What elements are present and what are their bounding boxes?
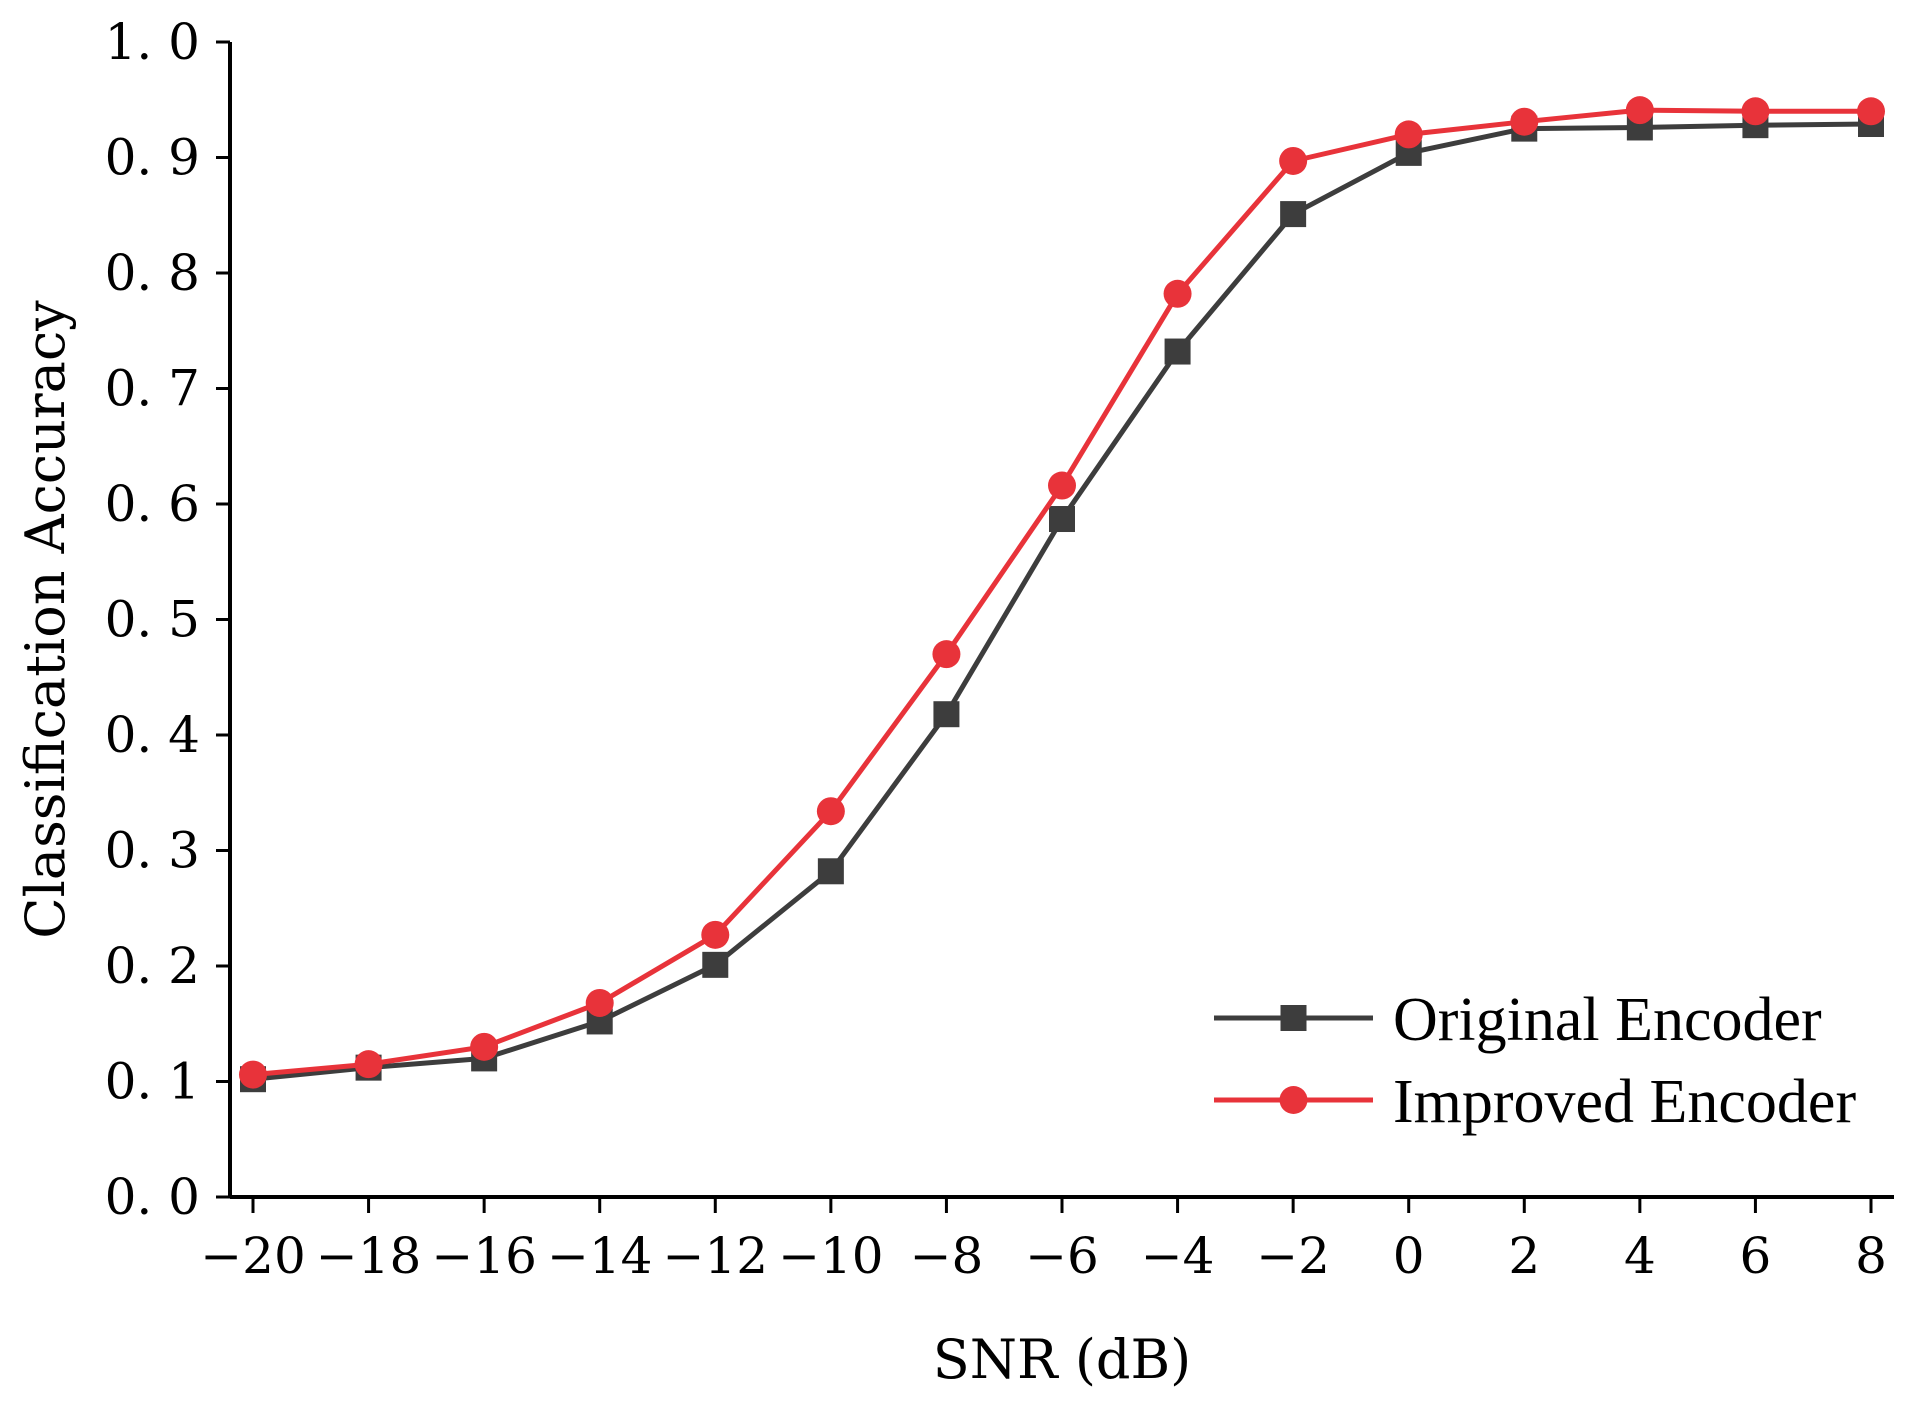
x-axis-ticks: −20 −18 −16 −14 −12 −10 −8 −6 −4 −2 0 2 4 6 8	[200, 1197, 1887, 1285]
data-point-improved-encoder	[816, 797, 845, 826]
y-tick-label: 0. 9	[105, 129, 200, 187]
x-tick-label: −6	[1025, 1227, 1099, 1285]
y-tick-label: 0. 2	[105, 937, 200, 995]
y-axis-ticks: 0. 0 0. 1 0. 2 0. 3 0. 4 0. 5 0. 6 0. 7 0. 8 0. 9…	[105, 13, 230, 1226]
y-tick-label: 0. 4	[105, 706, 200, 764]
legend-label-improved-encoder: Improved Encoder	[1393, 1068, 1856, 1136]
legend-label-original-encoder: Original Encoder	[1393, 986, 1822, 1054]
legend-item-improved-encoder: Improved Encoder	[1214, 1068, 1856, 1136]
data-point-improved-encoder	[1741, 97, 1770, 126]
x-tick-label: −4	[1141, 1227, 1215, 1285]
y-tick-label: 0. 6	[105, 475, 200, 533]
y-tick-label: 0. 7	[105, 360, 200, 418]
y-axis-title: Classification Accuracy	[14, 300, 77, 939]
data-point-improved-encoder	[1857, 97, 1885, 126]
legend-item-original-encoder: Original Encoder	[1214, 986, 1822, 1054]
data-point-original-encoder	[933, 701, 960, 728]
y-tick-label: 0. 5	[105, 591, 200, 649]
legend-marker-original-encoder	[1280, 1005, 1307, 1031]
x-axis-title: SNR (dB)	[933, 1328, 1191, 1391]
y-tick-label: 0. 0	[105, 1168, 200, 1226]
x-tick-label: −14	[547, 1227, 653, 1285]
x-tick-label: −16	[431, 1227, 537, 1285]
data-point-improved-encoder	[1625, 96, 1654, 125]
x-tick-label: 6	[1740, 1227, 1772, 1285]
data-point-improved-encoder	[1394, 120, 1423, 149]
data-point-original-encoder	[1049, 506, 1075, 533]
x-tick-label: 2	[1508, 1227, 1540, 1285]
data-point-improved-encoder	[239, 1060, 267, 1089]
data-point-original-encoder	[1164, 338, 1191, 365]
x-tick-label: −2	[1256, 1227, 1330, 1285]
legend-marker-improved-encoder	[1279, 1086, 1308, 1114]
data-point-improved-encoder	[1510, 107, 1539, 136]
series-original-encoder	[240, 111, 1884, 1093]
data-point-original-encoder	[1280, 201, 1307, 228]
data-point-improved-encoder	[585, 988, 614, 1017]
x-tick-label: 0	[1393, 1227, 1425, 1285]
data-point-improved-encoder	[932, 640, 961, 669]
data-point-original-encoder	[817, 858, 844, 885]
data-point-improved-encoder	[701, 920, 730, 949]
data-point-improved-encoder	[1279, 146, 1308, 175]
data-point-improved-encoder	[1163, 279, 1192, 308]
y-tick-label: 0. 8	[105, 244, 200, 302]
y-tick-label: 1. 0	[105, 13, 200, 71]
data-point-improved-encoder	[354, 1050, 383, 1079]
x-tick-label: −12	[663, 1227, 769, 1285]
y-tick-label: 0. 3	[105, 822, 200, 880]
data-point-improved-encoder	[470, 1032, 499, 1061]
legend: Original Encoder Improved Encoder	[1214, 986, 1856, 1136]
x-tick-label: −20	[200, 1227, 306, 1285]
x-tick-label: −10	[778, 1227, 884, 1285]
data-point-original-encoder	[702, 951, 729, 978]
x-tick-label: 8	[1855, 1227, 1887, 1285]
series-layer	[239, 96, 1885, 1093]
x-tick-label: −8	[910, 1227, 984, 1285]
plot-area: 0. 0 0. 1 0. 2 0. 3 0. 4 0. 5 0. 6 0. 7 0. 8 0. 9…	[105, 13, 1894, 1285]
series-improved-encoder	[239, 96, 1885, 1089]
x-tick-label: 4	[1624, 1227, 1656, 1285]
x-tick-label: −18	[316, 1227, 422, 1285]
series-line-original-encoder	[252, 121, 1872, 1082]
series-line-improved-encoder	[252, 107, 1871, 1078]
y-tick-label: 0. 1	[105, 1053, 200, 1111]
data-point-improved-encoder	[1048, 471, 1076, 500]
